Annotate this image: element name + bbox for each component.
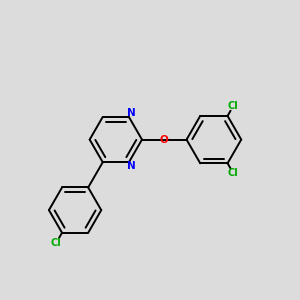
Text: N: N: [127, 161, 135, 171]
Text: Cl: Cl: [51, 238, 62, 248]
Text: Cl: Cl: [228, 168, 238, 178]
Text: Cl: Cl: [228, 101, 238, 111]
Text: O: O: [160, 135, 169, 145]
Text: N: N: [127, 108, 135, 118]
